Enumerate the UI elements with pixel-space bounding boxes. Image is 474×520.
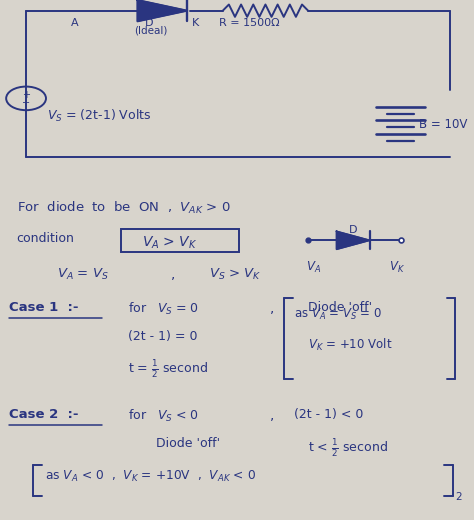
Bar	[121, 228, 239, 252]
Text: $V_S$ > $V_K$: $V_S$ > $V_K$	[209, 267, 261, 282]
Text: 2: 2	[455, 492, 462, 502]
Text: $V_K$ = +10 Volt: $V_K$ = +10 Volt	[308, 336, 392, 353]
Text: D: D	[145, 18, 153, 28]
Text: Diode 'off': Diode 'off'	[308, 301, 372, 314]
Text: R = 1500Ω: R = 1500Ω	[219, 18, 280, 28]
Text: (Ideal): (Ideal)	[134, 25, 167, 35]
Text: $V_K$: $V_K$	[389, 260, 405, 275]
Polygon shape	[337, 231, 370, 249]
Text: t < $\frac{1}{2}$ second: t < $\frac{1}{2}$ second	[308, 437, 388, 459]
Text: as $V_A$ < 0  ,  $V_K$ = +10V  ,  $V_{AK}$ < 0: as $V_A$ < 0 , $V_K$ = +10V , $V_{AK}$ <…	[45, 469, 256, 484]
Text: $V_S$ = (2t-1) Volts: $V_S$ = (2t-1) Volts	[47, 108, 152, 124]
Text: B = 10V: B = 10V	[419, 118, 468, 131]
Text: as $V_A$ = $V_S$ = 0: as $V_A$ = $V_S$ = 0	[294, 307, 382, 322]
Text: condition: condition	[17, 232, 74, 245]
Text: ,: ,	[270, 301, 274, 315]
Text: (2t - 1) < 0: (2t - 1) < 0	[294, 408, 363, 421]
Text: $V_A$ = $V_S$: $V_A$ = $V_S$	[57, 267, 109, 282]
Text: $V_A$: $V_A$	[306, 260, 321, 275]
Polygon shape	[137, 0, 187, 21]
Text: Diode 'off': Diode 'off'	[156, 437, 220, 450]
Text: A: A	[71, 18, 79, 28]
Text: (2t - 1) = 0: (2t - 1) = 0	[128, 330, 198, 343]
Text: K: K	[192, 18, 199, 28]
Text: ,: ,	[270, 408, 274, 422]
Text: ,: ,	[171, 267, 175, 281]
Text: $V_A$ > $V_K$: $V_A$ > $V_K$	[142, 235, 198, 251]
Text: +: +	[22, 90, 30, 100]
Text: for   $V_S$ < 0: for $V_S$ < 0	[128, 408, 199, 424]
Text: −: −	[22, 98, 30, 108]
Text: For  diode  to  be  ON  ,  $V_{AK}$ > 0: For diode to be ON , $V_{AK}$ > 0	[17, 200, 230, 216]
Text: for   $V_S$ = 0: for $V_S$ = 0	[128, 301, 199, 317]
Text: D: D	[348, 225, 357, 235]
Text: Case 2  :-: Case 2 :-	[9, 408, 79, 421]
Text: Case 1  :-: Case 1 :-	[9, 301, 79, 314]
Text: t = $\frac{1}{2}$ second: t = $\frac{1}{2}$ second	[128, 358, 208, 380]
